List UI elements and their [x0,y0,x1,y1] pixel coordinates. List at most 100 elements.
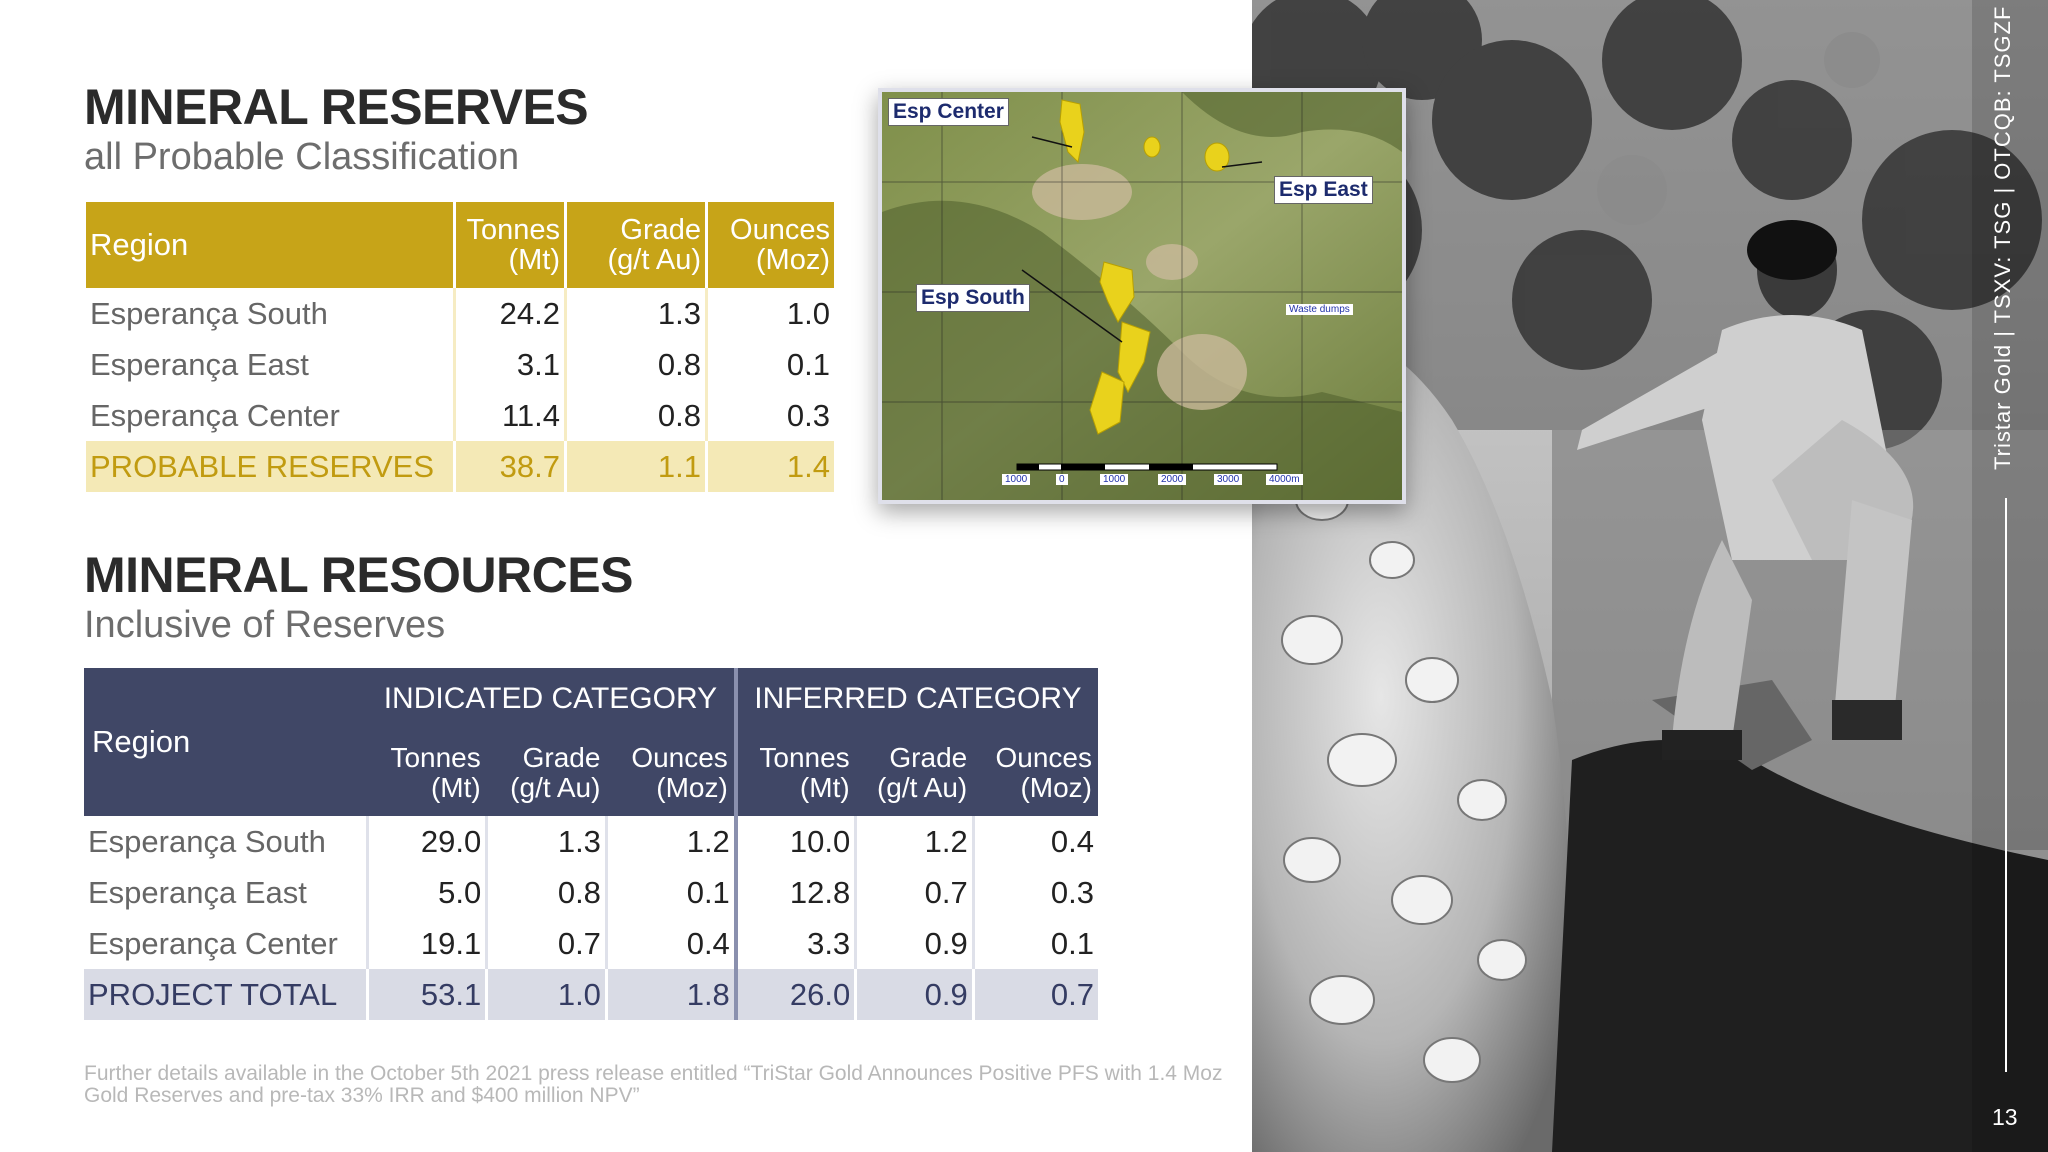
table-row: Esperança Center 11.4 0.8 0.3 [86,390,834,441]
scale-label: 1000 [1002,474,1031,485]
total-inf-grade: 0.9 [854,969,974,1020]
row-inf-grade: 1.2 [854,816,974,867]
company-ticker-text: Tristar Gold | TSXV: TSG | OTCQB: TSGZF [1990,5,2015,470]
col-label: Grade [522,742,601,773]
row-region: Esperança Center [88,925,338,961]
row-inf-ounces: 0.3 [971,867,1098,918]
row-ind-ounces: 0.4 [604,918,736,969]
col-unit: (g/t Au) [876,772,968,803]
scale-label: 3000 [1214,474,1243,485]
total-ounces: 1.4 [705,441,834,492]
row-region: Esperança East [88,874,307,910]
scale-label: 4000m [1266,474,1303,485]
total-region: PROJECT TOTAL [84,969,367,1020]
category-header-row: Region INDICATED CATEGORY INFERRED CATEG… [84,668,1098,816]
row-ind-ounces: 1.2 [604,816,736,867]
row-ind-ounces: 0.1 [604,867,736,918]
scale-label: 1000 [1100,474,1129,485]
row-grade: 0.8 [564,390,707,441]
page-number: 13 [1992,1104,2018,1130]
header-ind-ounces: Ounces (Moz) [606,730,736,816]
col-unit: (Mt) [430,772,481,803]
header-ind-tonnes: Tonnes (Mt) [367,730,487,816]
column-header-row: Tonnes (Mt) Grade (g/t Au) Ounces (Moz) Ton… [84,730,1098,816]
col-unit: (g/t Au) [510,772,601,803]
total-ind-tonnes: 53.1 [365,969,487,1020]
total-inf-tonnes: 26.0 [733,969,856,1020]
row-ind-tonnes: 29.0 [365,816,487,867]
row-tonnes: 3.1 [453,339,566,390]
row-inf-ounces: 0.4 [971,816,1098,867]
reserves-table: Region Tonnes (Mt) Grade (g/t Au) Ounces… [86,202,834,492]
row-region: Esperança Center [90,397,340,433]
row-grade: 1.3 [564,288,707,339]
total-grade: 1.1 [564,441,707,492]
row-region: Esperança East [90,346,309,382]
row-inf-tonnes: 12.8 [733,867,856,918]
map-label-center: Esp Center [888,98,1009,126]
row-region: Esperança South [90,295,328,331]
row-tonnes: 24.2 [453,288,566,339]
resources-subtitle: Inclusive of Reserves [84,604,446,646]
table-row: Esperança East 3.1 0.8 0.1 [86,339,834,390]
header-region: Region [84,668,367,816]
resources-title: MINERAL RESOURCES [84,547,633,603]
header-grade-unit: (g/t Au) [607,244,702,276]
header-ind-grade: Grade (g/t Au) [486,730,607,816]
header-grade: Grade (g/t Au) [564,202,707,288]
row-inf-tonnes: 10.0 [733,816,856,867]
total-tonnes: 38.7 [453,441,566,492]
row-ind-tonnes: 5.0 [365,867,487,918]
total-inf-ounces: 0.7 [971,969,1098,1020]
total-row: PROJECT TOTAL 53.1 1.0 1.8 26.0 0.9 0.7 [84,969,1098,1020]
col-label: Tonnes [759,742,850,773]
sidebar-divider [2005,498,2007,1072]
scale-label: 2000 [1158,474,1187,485]
row-ind-grade: 0.8 [485,867,607,918]
total-region: PROBABLE RESERVES [86,441,455,492]
col-unit: (Moz) [656,772,728,803]
header-ounces-unit: (Moz) [755,244,830,276]
header-ounces-label: Ounces [730,214,830,246]
header-tonnes: Tonnes (Mt) [453,202,566,288]
header-tonnes-unit: (Mt) [508,244,560,276]
row-ind-grade: 0.7 [485,918,607,969]
table-row: Esperança Center 19.1 0.7 0.4 3.3 0.9 0.… [84,918,1098,969]
col-label: Ounces [631,742,728,773]
row-inf-ounces: 0.1 [971,918,1098,969]
reserves-header-row: Region Tonnes (Mt) Grade (g/t Au) Ounces… [86,202,834,288]
footnote: Further details available in the October… [84,1062,1223,1107]
total-row: PROBABLE RESERVES 38.7 1.1 1.4 [86,441,834,492]
col-label: Tonnes [390,742,481,773]
table-row: Esperança East 5.0 0.8 0.1 12.8 0.7 0.3 [84,867,1098,918]
map-label-waste: Waste dumps [1286,304,1353,315]
resources-table: Region INDICATED CATEGORY INFERRED CATEG… [84,668,1098,1020]
reserves-title: MINERAL RESERVES [84,79,589,135]
reserves-subtitle: all Probable Classification [84,136,520,178]
header-inferred-category: INFERRED CATEGORY [733,668,1098,730]
total-ind-ounces: 1.8 [604,969,736,1020]
header-grade-label: Grade [620,214,701,246]
map-label-south: Esp South [916,284,1030,312]
header-inf-ounces: Ounces (Moz) [973,730,1098,816]
row-inf-grade: 0.7 [854,867,974,918]
col-unit: (Moz) [1020,772,1092,803]
total-ind-grade: 1.0 [485,969,607,1020]
map-label-east: Esp East [1274,176,1373,204]
scale-label: 0 [1056,474,1068,485]
header-ounces: Ounces (Moz) [705,202,834,288]
header-inf-grade: Grade (g/t Au) [855,730,974,816]
table-row: Esperança South 29.0 1.3 1.2 10.0 1.2 0.… [84,816,1098,867]
deposit-map: Esp Center Esp East Esp South Waste dump… [878,88,1406,504]
row-inf-grade: 0.9 [854,918,974,969]
row-ind-tonnes: 19.1 [365,918,487,969]
header-tonnes-label: Tonnes [466,214,560,246]
row-inf-tonnes: 3.3 [733,918,856,969]
row-ounces: 0.3 [705,390,834,441]
row-ounces: 1.0 [705,288,834,339]
row-grade: 0.8 [564,339,707,390]
row-region: Esperança South [88,823,326,859]
col-label: Grade [889,742,968,773]
header-inf-tonnes: Tonnes (Mt) [733,730,856,816]
row-ounces: 0.1 [705,339,834,390]
